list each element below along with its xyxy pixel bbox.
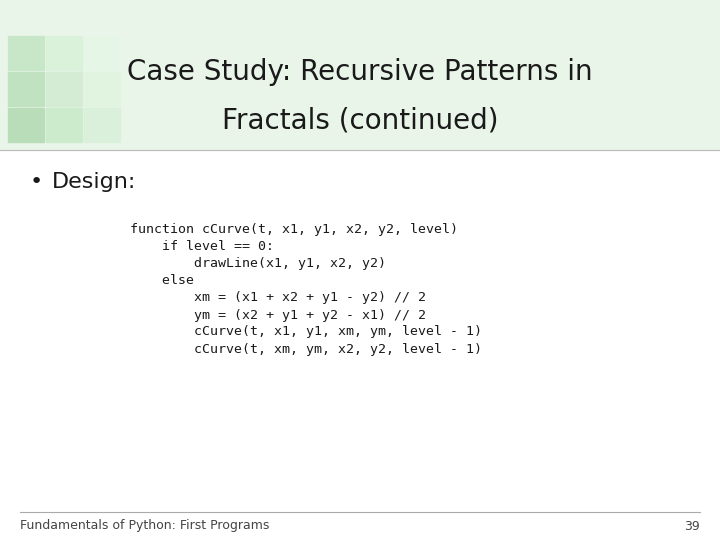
Bar bbox=[46, 108, 82, 142]
Text: 39: 39 bbox=[684, 519, 700, 532]
Bar bbox=[46, 36, 82, 70]
Text: Design:: Design: bbox=[52, 172, 136, 192]
Text: cCurve(t, xm, ym, x2, y2, level - 1): cCurve(t, xm, ym, x2, y2, level - 1) bbox=[130, 342, 482, 355]
Text: function cCurve(t, x1, y1, x2, y2, level): function cCurve(t, x1, y1, x2, y2, level… bbox=[130, 224, 458, 237]
Bar bbox=[8, 72, 44, 106]
Bar bbox=[0, 0, 720, 150]
Text: •: • bbox=[30, 172, 43, 192]
Text: cCurve(t, x1, y1, xm, ym, level - 1): cCurve(t, x1, y1, xm, ym, level - 1) bbox=[130, 326, 482, 339]
Text: else: else bbox=[130, 274, 194, 287]
Text: drawLine(x1, y1, x2, y2): drawLine(x1, y1, x2, y2) bbox=[130, 258, 386, 271]
Bar bbox=[84, 108, 120, 142]
Bar bbox=[8, 36, 44, 70]
Bar bbox=[84, 72, 120, 106]
Bar bbox=[46, 72, 82, 106]
Text: xm = (x1 + x2 + y1 - y2) // 2: xm = (x1 + x2 + y1 - y2) // 2 bbox=[130, 292, 426, 305]
Bar bbox=[84, 36, 120, 70]
Text: Fundamentals of Python: First Programs: Fundamentals of Python: First Programs bbox=[20, 519, 269, 532]
Text: Fractals (continued): Fractals (continued) bbox=[222, 106, 498, 134]
Bar bbox=[8, 108, 44, 142]
Text: ym = (x2 + y1 + y2 - x1) // 2: ym = (x2 + y1 + y2 - x1) // 2 bbox=[130, 308, 426, 321]
Text: if level == 0:: if level == 0: bbox=[130, 240, 274, 253]
Text: Case Study: Recursive Patterns in: Case Study: Recursive Patterns in bbox=[127, 58, 593, 86]
